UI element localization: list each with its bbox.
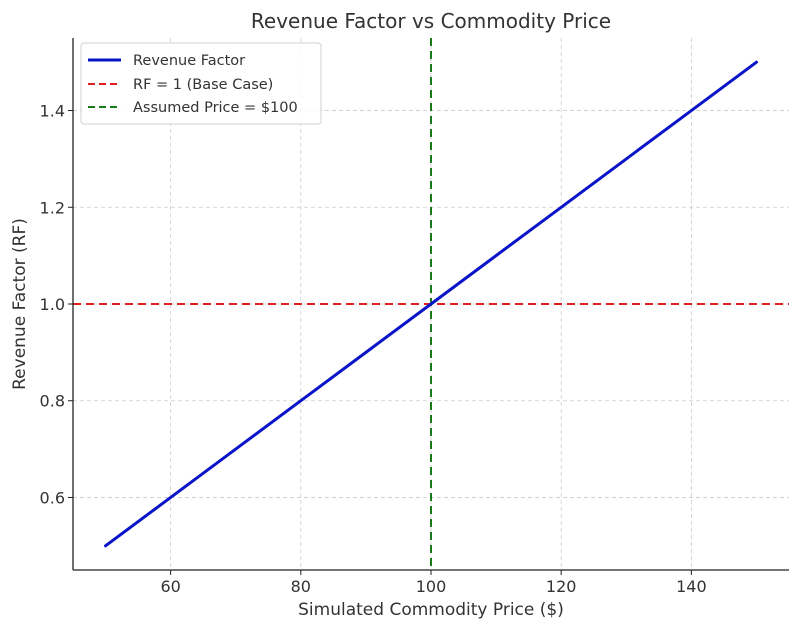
y-axis-label: Revenue Factor (RF) [10,218,30,390]
x-ticks: 60 80 100 120 140 [160,570,707,596]
legend: Revenue Factor RF = 1 (Base Case) Assume… [80,42,322,125]
y-tick-label: 1.4 [40,102,65,121]
revenue-factor-line [104,60,758,548]
y-tick-label: 1.0 [40,295,65,314]
legend-label-base-case: RF = 1 (Base Case) [133,77,273,93]
x-tick-label: 60 [160,577,180,596]
y-tick-label: 0.6 [40,488,65,507]
y-ticks: 0.6 0.8 1.0 1.2 1.4 [40,102,73,507]
x-tick-label: 100 [416,577,447,596]
y-tick-label: 1.2 [40,198,65,217]
x-tick-label: 80 [291,577,311,596]
y-tick-label: 0.8 [40,392,65,411]
x-axis-label: Simulated Commodity Price ($) [298,600,564,620]
chart-title: Revenue Factor vs Commodity Price [251,9,611,33]
legend-label-revenue-factor: Revenue Factor [133,53,245,69]
x-tick-label: 140 [676,577,707,596]
x-tick-label: 120 [546,577,577,596]
legend-label-assumed-price: Assumed Price = $100 [133,100,298,116]
